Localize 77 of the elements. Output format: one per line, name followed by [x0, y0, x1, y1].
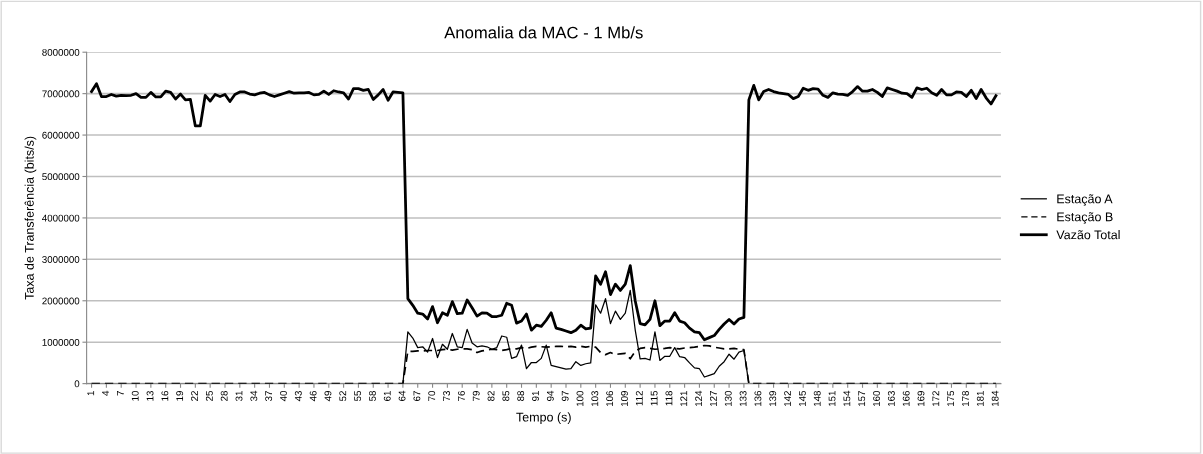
x-tick-label: 133 [739, 391, 747, 407]
x-tick-label: 22 [191, 391, 198, 401]
x-tick-label: 97 [561, 391, 569, 401]
x-tick-label: 79 [472, 391, 480, 401]
x-tick-label: 25 [205, 390, 213, 401]
x-tick-label: 130 [724, 390, 732, 407]
x-tick-label: 73 [443, 391, 450, 401]
x-tick-label: 166 [902, 391, 910, 407]
x-tick-label: 157 [858, 391, 866, 407]
y-tick-label: 0 [74, 380, 80, 388]
x-tick-label: 145 [799, 390, 806, 407]
x-tick-label: 106 [606, 391, 614, 407]
y-tick-label: 6000000 [42, 131, 80, 139]
y-tick-label: 5000000 [42, 173, 80, 181]
x-tick-label: 37 [265, 391, 273, 402]
x-tick-label: 19 [176, 391, 184, 401]
x-tick-label: 142 [784, 391, 791, 407]
x-tick-label: 127 [709, 391, 717, 407]
x-tick-label: 28 [220, 391, 228, 401]
x-tick-label: 34 [250, 390, 258, 402]
x-tick-label: 178 [962, 391, 969, 407]
x-axis-title: Tempo (s) [516, 412, 571, 424]
x-tick-label: 88 [517, 391, 525, 401]
x-tick-label: 136 [754, 391, 762, 407]
x-tick-label: 70 [428, 390, 436, 401]
x-tick-label: 121 [680, 391, 688, 407]
x-tick-label: 151 [828, 391, 836, 407]
x-tick-label: 55 [354, 390, 362, 401]
x-tick-label: 46 [309, 391, 317, 402]
y-tick-label: 1000000 [42, 338, 80, 346]
x-tick-label: 52 [339, 391, 347, 401]
x-tick-label: 67 [413, 391, 421, 401]
x-tick-label: 61 [383, 391, 391, 401]
x-tick-label: 58 [368, 391, 376, 401]
x-tick-label: 82 [487, 391, 495, 401]
y-tick-label: 2000000 [42, 297, 80, 305]
x-tick-label: 10 [131, 390, 139, 401]
x-tick-label: 31 [235, 391, 243, 402]
x-tick-label: 181 [976, 391, 984, 407]
y-tick-label: 4000000 [42, 214, 80, 222]
legend-label: Estação A [1057, 194, 1113, 206]
x-tick-label: 112 [635, 391, 643, 406]
x-tick-label: 94 [546, 390, 554, 401]
x-tick-label: 103 [591, 391, 599, 407]
x-tick-label: 169 [917, 391, 925, 407]
x-tick-label: 16 [161, 391, 169, 401]
y-tick-label: 3000000 [42, 256, 80, 263]
x-tick-label: 76 [457, 391, 465, 401]
x-tick-label: 85 [502, 390, 510, 401]
x-tick-label: 139 [769, 391, 777, 407]
x-tick-label: 160 [873, 390, 880, 407]
chart-title: Anomalia da MAC - 1 Mb/s [444, 26, 643, 39]
x-tick-label: 100 [576, 390, 584, 407]
x-tick-label: 184 [991, 390, 999, 407]
x-tick-label: 175 [947, 390, 955, 407]
x-tick-label: 109 [621, 391, 628, 407]
x-tick-label: 163 [887, 391, 895, 407]
x-tick-label: 172 [932, 391, 940, 407]
legend-label: Vazão Total [1056, 230, 1120, 240]
x-tick-label: 4 [102, 390, 109, 396]
x-tick-label: 91 [532, 391, 539, 401]
x-tick-label: 64 [398, 390, 406, 401]
y-axis-title: Taxa de Transferência (bits/s) [24, 136, 37, 300]
x-tick-label: 49 [324, 391, 332, 402]
y-tick-label: 7000000 [42, 90, 80, 98]
legend-label: Estação B [1057, 212, 1113, 224]
x-tick-label: 1 [87, 391, 95, 396]
x-tick-label: 154 [843, 390, 851, 407]
y-tick-label: 8000000 [42, 48, 80, 56]
x-tick-label: 115 [650, 390, 658, 406]
x-tick-label: 148 [813, 391, 821, 407]
x-tick-label: 40 [280, 390, 287, 402]
x-tick-label: 124 [695, 390, 702, 407]
x-tick-label: 43 [294, 391, 302, 402]
x-tick-label: 118 [665, 391, 673, 406]
x-tick-label: 7 [117, 391, 124, 396]
x-tick-label: 13 [146, 391, 154, 401]
